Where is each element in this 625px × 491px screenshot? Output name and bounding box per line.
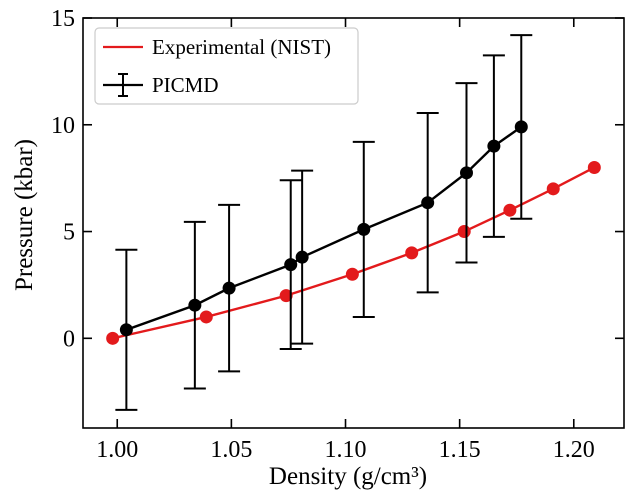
data-point-experimental — [345, 267, 359, 281]
data-point-experimental — [503, 203, 517, 217]
data-point-picmd — [421, 196, 435, 210]
data-point-experimental — [587, 160, 601, 174]
axes: 1.00 1.05 1.10 1.15 1.20 0 5 10 15 — [51, 6, 625, 463]
data-point-experimental — [199, 310, 213, 324]
plot-marks — [106, 34, 601, 411]
data-point-experimental — [106, 331, 120, 345]
data-point-picmd — [514, 120, 528, 134]
data-point-picmd — [222, 281, 236, 295]
x-tick-label: 1.00 — [96, 437, 138, 463]
data-point-picmd — [295, 250, 309, 264]
x-axis-label: Density (g/cm³) — [269, 463, 427, 490]
y-tick-label: 0 — [63, 326, 75, 352]
x-tick-label: 1.05 — [210, 437, 252, 463]
legend-label-experimental: Experimental (NIST) — [152, 35, 331, 59]
data-point-picmd — [459, 166, 473, 180]
data-point-picmd — [284, 258, 298, 272]
data-point-experimental — [546, 182, 560, 196]
data-point-experimental — [457, 225, 471, 239]
series-line-picmd — [125, 125, 522, 331]
legend-frame — [94, 27, 359, 105]
legend-label-picmd: PICMD — [152, 73, 219, 97]
data-point-experimental — [405, 246, 419, 260]
y-tick-label: 5 — [63, 220, 75, 246]
data-point-picmd — [357, 222, 371, 236]
series-picmd — [115, 34, 533, 411]
x-tick-label: 1.15 — [439, 437, 481, 463]
data-point-experimental — [279, 289, 293, 303]
data-point-picmd — [119, 323, 133, 337]
y-tick-label: 10 — [51, 113, 75, 139]
data-point-picmd — [188, 298, 202, 312]
x-tick-label: 1.20 — [553, 437, 595, 463]
data-point-picmd — [487, 139, 501, 153]
y-axis-label: Pressure (kbar) — [11, 139, 38, 291]
plot-frame — [82, 17, 625, 429]
y-tick-label: 15 — [51, 6, 75, 32]
legend: Experimental (NIST) PICMD — [94, 27, 359, 105]
legend-swatch-picmd — [103, 73, 143, 97]
x-tick-label: 1.10 — [325, 437, 367, 463]
